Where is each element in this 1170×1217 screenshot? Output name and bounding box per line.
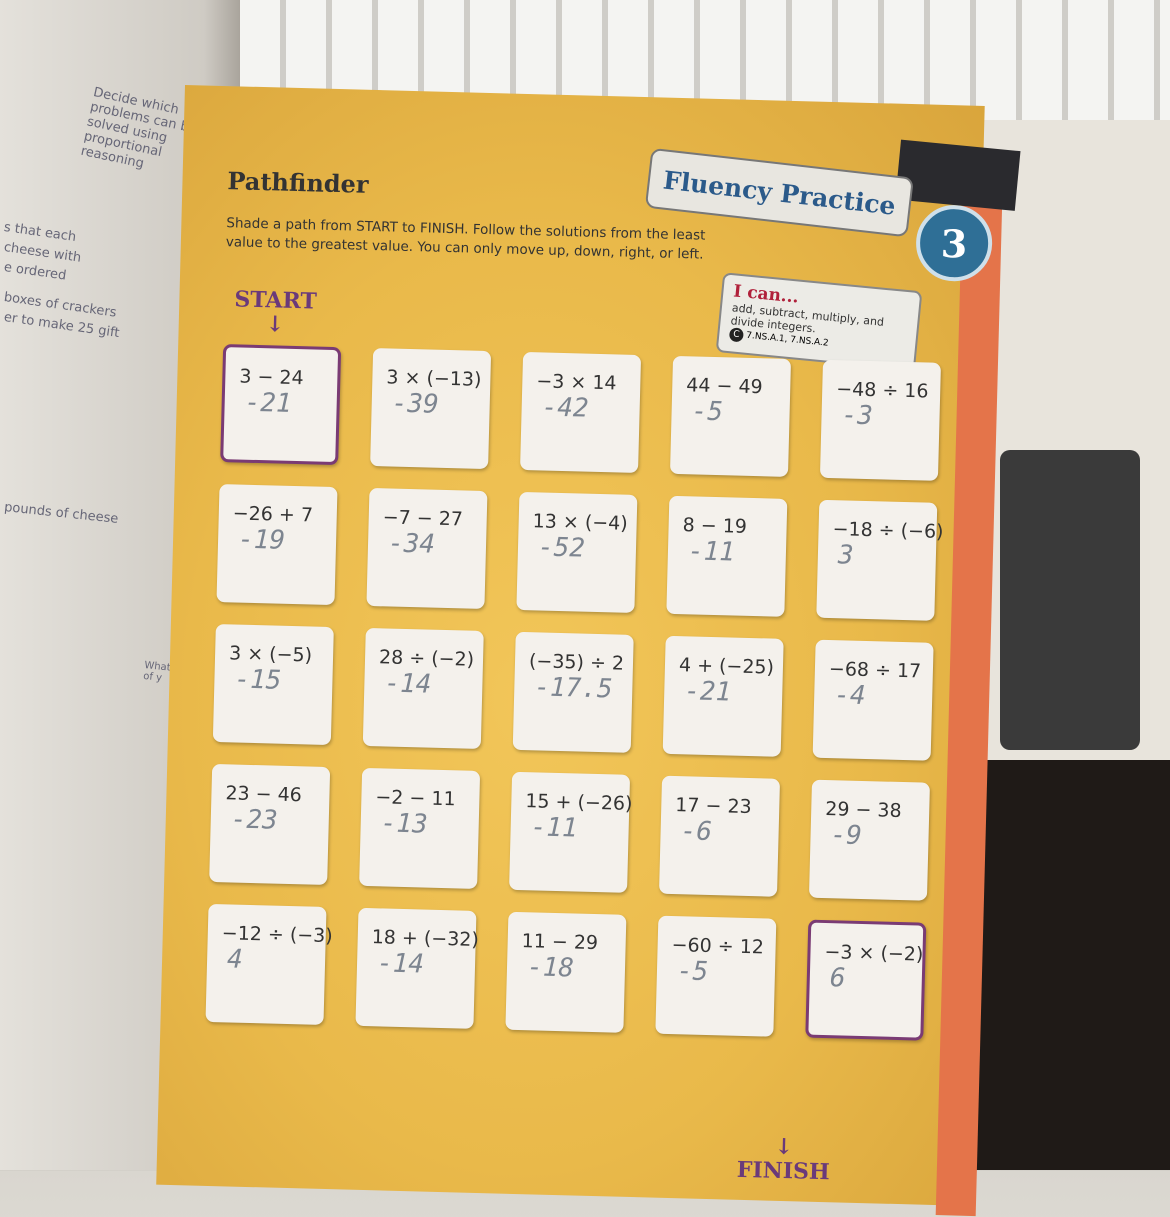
- handwritten-answer: -21: [683, 676, 732, 708]
- grid-cell[interactable]: 23 − 46 -23: [209, 763, 331, 885]
- start-text: START: [234, 286, 318, 315]
- table: [950, 760, 1170, 1170]
- problem: 11 − 29: [521, 930, 599, 955]
- handwritten-answer: -11: [687, 536, 736, 568]
- grid-cell[interactable]: 3 × (−5) -15: [212, 623, 334, 746]
- grid-cell[interactable]: −7 − 27 -34: [366, 487, 488, 610]
- handwritten-answer: -18: [526, 952, 575, 984]
- handwritten-answer: -21: [244, 387, 293, 419]
- problem: 28 ÷ (−2): [378, 646, 475, 671]
- problem: −3 × (−2): [824, 941, 924, 966]
- instructions: Shade a path from START to FINISH. Follo…: [225, 215, 706, 263]
- problem: 3 × (−13): [386, 366, 482, 391]
- problem: −7 − 27: [382, 506, 464, 531]
- handwritten-answer: -52: [537, 532, 586, 564]
- grid-cell[interactable]: −48 ÷ 16 -3: [819, 359, 941, 481]
- problem: −60 ÷ 12: [671, 934, 765, 959]
- problem: −48 ÷ 16: [835, 378, 929, 403]
- grid-cell[interactable]: 4 + (−25) -21: [662, 635, 784, 757]
- grid-cell[interactable]: −26 + 7 -19: [216, 484, 338, 606]
- grid-cell[interactable]: −68 ÷ 17 -4: [812, 639, 934, 761]
- tape: [895, 139, 1021, 211]
- problem: −68 ÷ 17: [828, 658, 922, 683]
- handwritten-answer: -11: [530, 812, 579, 844]
- problem: 44 − 49: [686, 374, 763, 399]
- grid-cell[interactable]: 18 + (−32) -14: [355, 907, 480, 1029]
- handwritten-answer: -15: [234, 664, 282, 696]
- grid-cell[interactable]: −3 × 14 -42: [520, 351, 642, 473]
- handwritten-answer: -13: [380, 808, 429, 840]
- vase: [1000, 450, 1140, 750]
- problem: (−35) ÷ 2: [528, 650, 625, 675]
- problem: 3 − 24: [239, 365, 304, 390]
- problem: −2 − 11: [375, 786, 456, 811]
- grid-cell[interactable]: 29 − 38 -9: [808, 779, 930, 901]
- grid-cell[interactable]: 11 − 29 -18: [505, 911, 627, 1033]
- grid-cell[interactable]: 8 − 19 -11: [666, 495, 788, 617]
- problem: 13 × (−4): [532, 510, 628, 535]
- grid-cell[interactable]: (−35) ÷ 2 -17.5: [512, 631, 634, 753]
- handwritten-answer: -6: [680, 816, 713, 848]
- handwritten-answer: -3: [841, 400, 874, 432]
- handwritten-answer: -5: [676, 956, 709, 987]
- grid-cell[interactable]: 3 − 24 -21: [220, 344, 342, 466]
- grid-cell[interactable]: −2 − 11 -13: [359, 767, 481, 889]
- grid-cell[interactable]: −18 ÷ (−6) 3: [816, 499, 944, 621]
- ican-box: I can... add, subtract, multiply, and di…: [715, 272, 923, 372]
- handwritten-answer: 3: [837, 540, 854, 571]
- left-page-fragment: e ordered: [2, 260, 68, 284]
- handwritten-answer: -42: [541, 392, 590, 424]
- arrow-down-icon: ↓: [265, 311, 285, 338]
- finish-label: ↓ FINISH: [736, 1133, 831, 1186]
- problem: 17 − 23: [675, 794, 752, 819]
- grid-cell[interactable]: 13 × (−4) -52: [516, 491, 638, 613]
- standards-icon: C: [728, 327, 745, 343]
- problem: 23 − 46: [225, 782, 303, 807]
- problem: 29 − 38: [824, 798, 902, 823]
- grid-cell[interactable]: 17 − 23 -6: [658, 775, 781, 897]
- pathfinder-grid: 3 − 24 -21 3 × (−13) -39 −3 × 14 -42 44 − 49 -5…: [205, 344, 944, 1041]
- handwritten-answer: 4: [226, 944, 244, 975]
- handwritten-answer: -14: [376, 948, 425, 980]
- problem: 8 − 19: [682, 514, 748, 538]
- page-title: Pathfinder: [227, 166, 369, 199]
- handwritten-answer: 6: [829, 963, 846, 994]
- handwritten-answer: -9: [830, 820, 863, 851]
- handwritten-answer: -39: [391, 388, 440, 420]
- problem: −26 + 7: [232, 502, 314, 527]
- handwritten-answer: -34: [387, 528, 436, 560]
- handwritten-answer: -23: [230, 804, 279, 836]
- grid-cell[interactable]: 3 × (−13) -39: [370, 348, 492, 470]
- arrow-down-icon: ↓: [774, 1133, 794, 1161]
- handwritten-answer: -19: [237, 524, 286, 556]
- problem: 18 + (−32): [371, 926, 480, 951]
- start-label: START ↓: [233, 286, 318, 338]
- grid-cell[interactable]: 44 − 49 -5: [669, 355, 792, 477]
- problem: −12 ÷ (−3): [221, 922, 333, 948]
- grid-cell[interactable]: 15 + (−26) -11: [509, 771, 633, 893]
- problem: 15 + (−26): [525, 790, 633, 815]
- handwritten-answer: -4: [833, 680, 866, 712]
- fluency-banner: Fluency Practice: [644, 147, 914, 238]
- problem: −18 ÷ (−6): [832, 518, 944, 544]
- grid-cell[interactable]: −60 ÷ 12 -5: [655, 915, 777, 1037]
- problem: 4 + (−25): [678, 654, 775, 679]
- handwritten-answer: -17.5: [533, 672, 613, 705]
- problem: −3 × 14: [536, 370, 617, 395]
- handwritten-answer: -5: [691, 396, 724, 428]
- finish-text: FINISH: [736, 1156, 831, 1186]
- left-page-fragment: pounds of cheese: [3, 500, 120, 527]
- handwritten-answer: -14: [384, 668, 432, 700]
- grid-cell[interactable]: −12 ÷ (−3) 4: [205, 903, 333, 1025]
- grid-cell[interactable]: 28 ÷ (−2) -14: [362, 627, 484, 749]
- grid-cell[interactable]: −3 × (−2) 6: [805, 919, 927, 1041]
- workbook-page: Pathfinder Shade a path from START to FI…: [156, 85, 1021, 1217]
- problem: 3 × (−5): [228, 642, 313, 667]
